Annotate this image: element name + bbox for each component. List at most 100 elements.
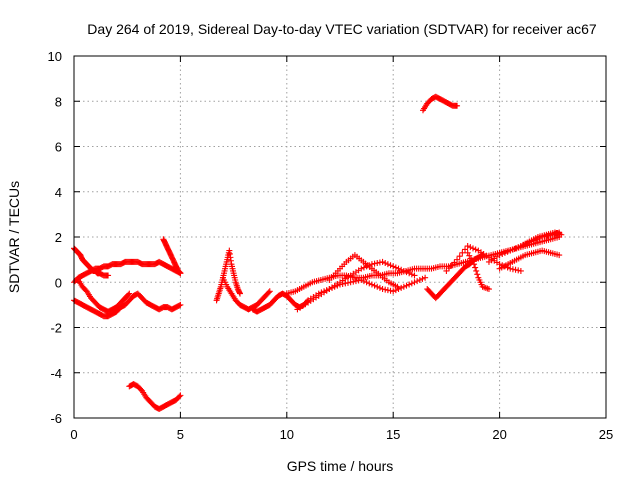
series-track-n	[419, 93, 461, 114]
data-point	[368, 281, 375, 288]
data-point	[467, 244, 474, 251]
data-point	[448, 262, 455, 269]
data-point	[408, 280, 415, 287]
data-point	[411, 279, 418, 286]
series-track-d	[75, 276, 133, 315]
data-point	[394, 283, 401, 290]
data-point	[512, 266, 519, 273]
data-point	[358, 276, 365, 283]
data-point	[512, 245, 519, 252]
series-track-o	[424, 252, 486, 302]
data-point	[464, 243, 471, 250]
data-point	[374, 283, 381, 290]
data-point	[507, 247, 514, 254]
data-point	[459, 249, 466, 256]
data-point	[352, 278, 359, 285]
data-point	[344, 279, 351, 286]
data-point	[400, 283, 407, 290]
data-point	[509, 266, 516, 273]
y-tick-label: 2	[55, 230, 62, 245]
data-point	[342, 280, 349, 287]
x-tick-label: 20	[492, 427, 506, 442]
data-point	[395, 265, 402, 272]
data-point	[265, 289, 272, 296]
data-point	[318, 289, 325, 296]
data-point	[126, 290, 133, 297]
series-track-h	[219, 274, 273, 313]
data-point	[454, 256, 461, 263]
data-point	[515, 267, 522, 274]
series-track-q	[464, 249, 492, 293]
y-tick-label: 6	[55, 140, 62, 155]
data-point	[176, 393, 183, 400]
data-point	[379, 258, 386, 265]
data-point	[382, 286, 389, 293]
data-point	[398, 266, 405, 273]
data-point	[376, 259, 383, 266]
data-point	[125, 291, 132, 298]
x-tick-label: 25	[599, 427, 613, 442]
data-point	[474, 271, 481, 278]
data-point	[419, 275, 426, 282]
data-point	[236, 290, 243, 297]
data-point	[515, 244, 522, 251]
data-point	[406, 281, 413, 288]
data-point	[326, 286, 333, 293]
data-point	[507, 265, 514, 272]
data-point	[355, 277, 362, 284]
x-tick-label: 10	[280, 427, 294, 442]
data-point	[456, 253, 463, 260]
data-point	[382, 260, 389, 267]
data-point	[360, 278, 367, 285]
data-point	[400, 267, 407, 274]
data-point	[177, 270, 184, 277]
data-point	[454, 102, 461, 109]
data-point	[329, 284, 336, 291]
data-point	[315, 290, 322, 297]
data-point	[499, 250, 506, 257]
data-point	[392, 264, 399, 271]
series-track-s	[496, 247, 563, 272]
y-tick-label: 8	[55, 94, 62, 109]
data-point	[347, 279, 354, 286]
grid	[74, 56, 606, 418]
series-track-l	[305, 274, 429, 304]
data-point	[105, 272, 112, 279]
data-point	[350, 278, 357, 285]
data-point	[416, 276, 423, 283]
series-track-k	[294, 258, 418, 313]
data-point	[472, 246, 479, 253]
chart-title: Day 264 of 2019, Sidereal Day-to-day VTE…	[87, 21, 597, 37]
data-point	[504, 248, 511, 255]
data-point	[473, 267, 480, 274]
data-point	[471, 261, 478, 268]
data-point	[408, 271, 415, 278]
data-point	[363, 279, 370, 286]
data-point	[443, 267, 450, 274]
data-point	[387, 262, 394, 269]
series-track-a	[71, 258, 184, 286]
y-tick-label: 0	[55, 275, 62, 290]
y-tick-label: 10	[48, 49, 62, 64]
data-point	[379, 286, 386, 293]
data-point	[339, 280, 346, 287]
data-point	[266, 288, 273, 295]
series-track-m	[326, 252, 401, 290]
series-track-c	[71, 290, 184, 320]
data-point	[384, 261, 391, 268]
data-point	[517, 267, 524, 274]
data-point	[411, 272, 418, 279]
data-point	[334, 282, 341, 289]
data-point	[406, 270, 413, 277]
data-point	[422, 274, 429, 281]
data-points	[71, 93, 565, 412]
data-point	[470, 245, 476, 252]
data-point	[403, 282, 410, 289]
data-point	[558, 231, 565, 238]
x-tick-label: 0	[70, 427, 77, 442]
y-tick-label: 4	[55, 185, 62, 200]
series-track-e	[160, 236, 184, 277]
y-tick-label: -6	[50, 411, 62, 426]
plot-frame	[73, 55, 607, 419]
